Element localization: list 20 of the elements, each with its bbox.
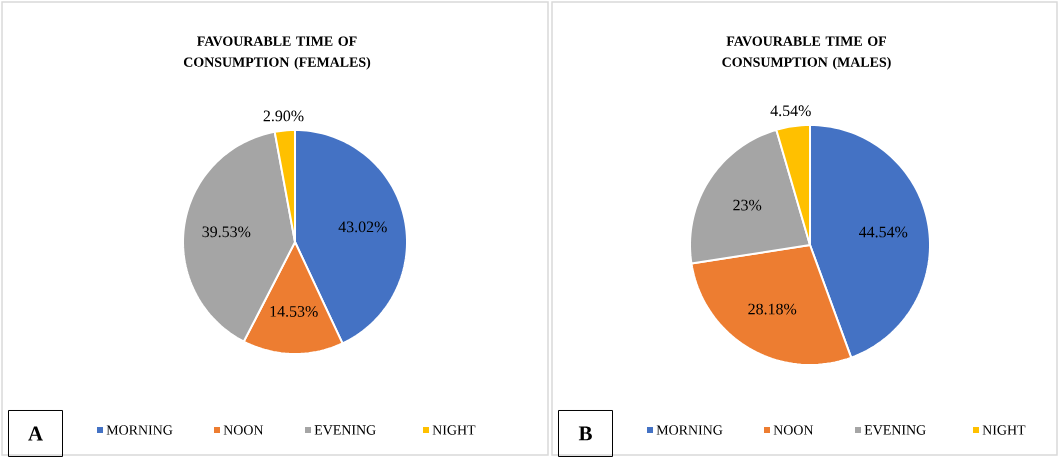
- legend-label: NOON: [773, 425, 814, 435]
- data-label: 23%: [733, 199, 762, 211]
- data-label: 4.54%: [770, 105, 811, 117]
- data-label: 14.53%: [270, 306, 318, 317]
- legend-label: MORNING: [106, 425, 173, 435]
- legend-label: NOON: [223, 425, 264, 435]
- data-label: 43.02%: [338, 221, 387, 233]
- data-label: 28.18%: [748, 303, 797, 315]
- legend-label: EVENING: [314, 425, 376, 435]
- data-label: 44.54%: [859, 226, 908, 238]
- legend-label: MORNING: [656, 425, 723, 435]
- text: B: [578, 426, 592, 441]
- legend-label: EVENING: [864, 425, 926, 435]
- chart-title: FAVOURABLE TIME OF CONSUMPTION (FEMALES): [183, 36, 371, 70]
- legend-label: NIGHT: [982, 425, 1026, 435]
- data-label: 39.53%: [202, 226, 251, 238]
- data-label: 2.90%: [263, 110, 304, 122]
- legend-label: NIGHT: [432, 425, 476, 435]
- text: A: [28, 426, 43, 441]
- chart-title: FAVOURABLE TIME OF CONSUMPTION (MALES): [722, 36, 891, 70]
